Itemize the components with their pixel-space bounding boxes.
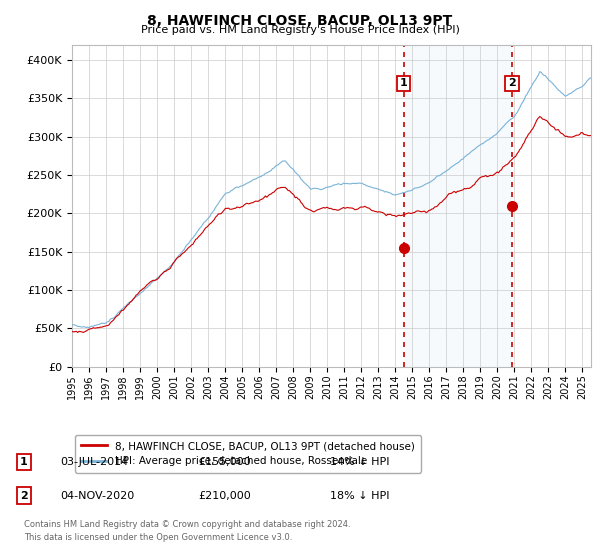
Bar [404, 45, 512, 367]
Text: 2: 2 [20, 491, 28, 501]
Text: 1: 1 [400, 78, 407, 88]
Text: 03-JUL-2014: 03-JUL-2014 [60, 457, 128, 467]
Text: 04-NOV-2020: 04-NOV-2020 [60, 491, 134, 501]
Text: 1: 1 [20, 457, 28, 467]
Text: This data is licensed under the Open Government Licence v3.0.: This data is licensed under the Open Gov… [24, 533, 292, 542]
Text: £210,000: £210,000 [198, 491, 251, 501]
Text: Price paid vs. HM Land Registry's House Price Index (HPI): Price paid vs. HM Land Registry's House … [140, 25, 460, 35]
Text: 2: 2 [508, 78, 516, 88]
Text: 14% ↓ HPI: 14% ↓ HPI [330, 457, 389, 467]
Text: 18% ↓ HPI: 18% ↓ HPI [330, 491, 389, 501]
Legend: 8, HAWFINCH CLOSE, BACUP, OL13 9PT (detached house), HPI: Average price, detache: 8, HAWFINCH CLOSE, BACUP, OL13 9PT (deta… [74, 435, 421, 473]
Text: Contains HM Land Registry data © Crown copyright and database right 2024.: Contains HM Land Registry data © Crown c… [24, 520, 350, 529]
Text: £155,000: £155,000 [198, 457, 251, 467]
Text: 8, HAWFINCH CLOSE, BACUP, OL13 9PT: 8, HAWFINCH CLOSE, BACUP, OL13 9PT [148, 14, 452, 28]
